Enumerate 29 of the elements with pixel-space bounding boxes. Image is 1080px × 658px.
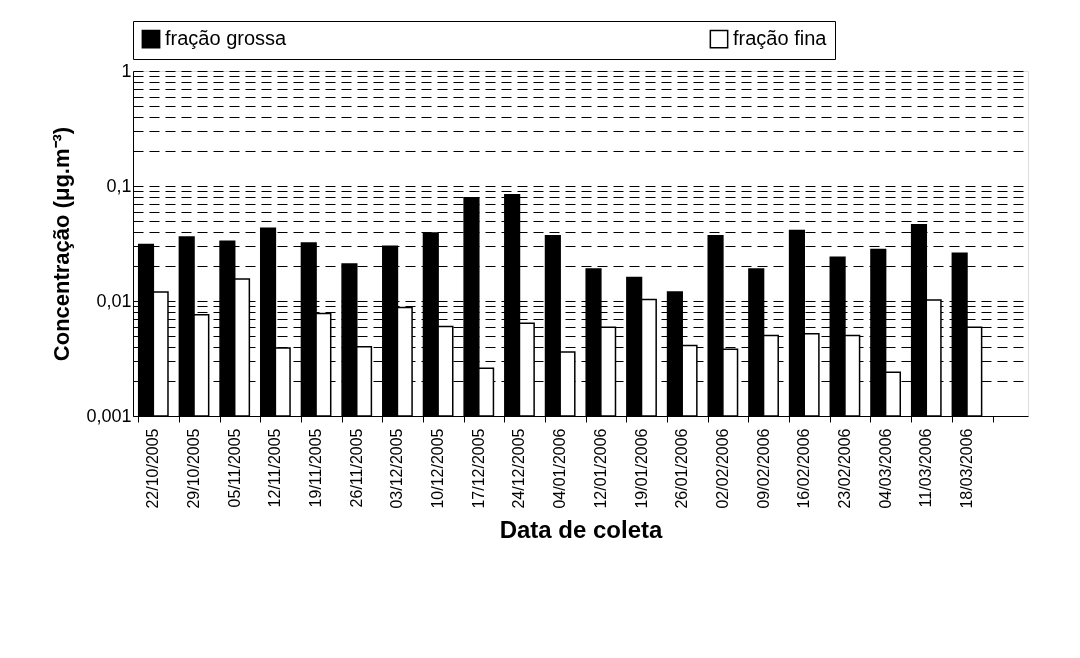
y-tick-label: 0,001 xyxy=(86,405,132,426)
x-tick-label: 05/11/2005 xyxy=(225,428,243,508)
x-axis-title: Data de coleta xyxy=(499,515,664,543)
x-tick-label: 22/10/2005 xyxy=(144,428,162,509)
x-tick-label: 12/01/2006 xyxy=(591,428,609,509)
x-tick-label: 19/11/2005 xyxy=(307,428,325,508)
x-tick-label: 04/03/2006 xyxy=(876,428,894,509)
y-tick-label: 1 xyxy=(121,60,132,81)
x-tick-label: 26/01/2006 xyxy=(673,428,691,509)
x-tick-label: 26/11/2005 xyxy=(347,428,365,508)
x-tick-label: 23/02/2006 xyxy=(835,428,853,509)
x-tick-label: 03/12/2005 xyxy=(388,428,406,509)
x-tick-label: 02/02/2006 xyxy=(713,428,731,509)
x-tick-label: 16/02/2006 xyxy=(795,428,813,509)
x-tick-label: 29/10/2005 xyxy=(185,428,203,509)
x-tick-label: 04/01/2006 xyxy=(551,428,569,509)
x-tick-label: 09/02/2006 xyxy=(754,428,772,509)
y-tick-label: 0,01 xyxy=(96,290,132,311)
x-tick-label: 24/12/2005 xyxy=(510,428,528,509)
x-tick-label: 17/12/2005 xyxy=(469,428,487,509)
legend-label: fração grossa xyxy=(165,27,288,50)
x-tick-label: 18/03/2006 xyxy=(957,428,975,509)
x-tick-label: 19/01/2006 xyxy=(632,428,650,509)
x-tick-label: 10/12/2005 xyxy=(429,428,447,509)
x-tick-label: 12/11/2005 xyxy=(266,428,284,508)
y-tick-label: 0,1 xyxy=(106,175,132,196)
legend-label: fração fina xyxy=(733,27,828,50)
y-axis-title: Concentração (μg.m⁻³) xyxy=(49,126,75,362)
x-tick-label: 11/03/2006 xyxy=(917,428,935,508)
